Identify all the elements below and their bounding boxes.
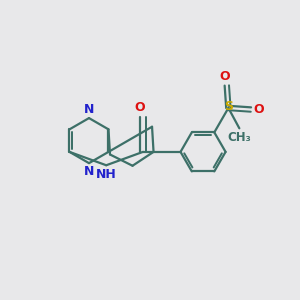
Text: N: N <box>84 165 94 178</box>
Text: O: O <box>253 103 264 116</box>
Text: O: O <box>219 70 230 83</box>
Text: O: O <box>134 101 145 115</box>
Text: CH₃: CH₃ <box>227 131 251 144</box>
Text: NH: NH <box>96 168 117 182</box>
Text: S: S <box>224 100 233 113</box>
Text: N: N <box>84 103 94 116</box>
